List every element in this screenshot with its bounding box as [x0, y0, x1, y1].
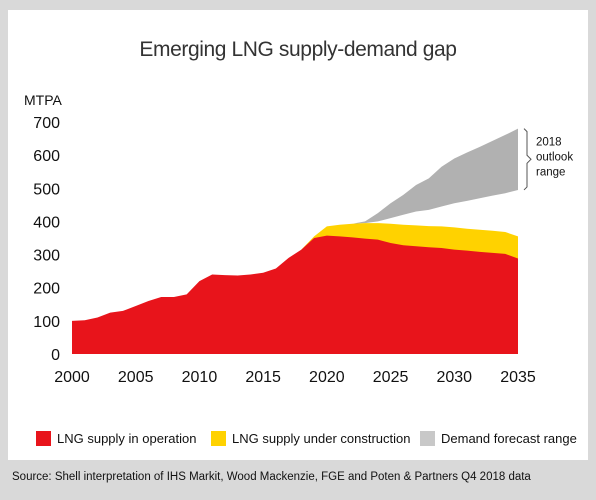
y-axis-label: MTPA [24, 92, 63, 108]
chart-plot: 0 100 200 300 400 500 600 700 MTPA 2000 2005 2010 20… [24, 92, 573, 386]
legend-item-construction: LNG supply under construction [211, 428, 410, 448]
legend-swatch-construction [211, 430, 226, 446]
legend-label-operation: LNG supply in operation [57, 430, 197, 446]
outlook-range-label: 2018 [536, 136, 562, 148]
legend-swatch-operation [36, 430, 51, 446]
y-tick-label: 600 [33, 148, 60, 165]
y-tick-label: 700 [33, 115, 60, 132]
chart-title: Emerging LNG supply-demand gap [139, 38, 457, 61]
outlook-range-bracket [523, 128, 532, 191]
y-tick-label: 400 [33, 214, 60, 231]
legend-swatch-demand [420, 430, 435, 446]
x-tick-label: 2000 [54, 369, 90, 386]
x-tick-label: 2010 [182, 369, 218, 386]
y-tick-label: 500 [33, 181, 60, 198]
y-tick-label: 100 [33, 314, 60, 331]
source-note: Source: Shell interpretation of IHS Mark… [12, 471, 531, 483]
legend-label-demand: Demand forecast range [441, 430, 577, 446]
outlook-range-label: range [536, 166, 565, 178]
legend-label-construction: LNG supply under construction [232, 430, 411, 446]
x-tick-label: 2005 [118, 369, 154, 386]
legend-item-demand: Demand forecast range [420, 428, 577, 448]
chart-card: Emerging LNG supply-demand gap 0 100 200 30… [8, 10, 588, 460]
outlook-range-label: outlook [536, 151, 573, 163]
y-tick-label: 200 [33, 281, 60, 298]
x-tick-label: 2015 [245, 369, 281, 386]
y-tick-label: 300 [33, 248, 60, 265]
x-tick-label: 2030 [436, 369, 472, 386]
x-tick-label: 2025 [373, 369, 409, 386]
demand-forecast-area [339, 128, 518, 225]
x-tick-label: 2035 [500, 369, 536, 386]
y-tick-label: 0 [51, 347, 60, 364]
supply-operation-area [72, 235, 518, 354]
x-tick-label: 2020 [309, 369, 345, 386]
legend-item-operation: LNG supply in operation [36, 428, 196, 448]
